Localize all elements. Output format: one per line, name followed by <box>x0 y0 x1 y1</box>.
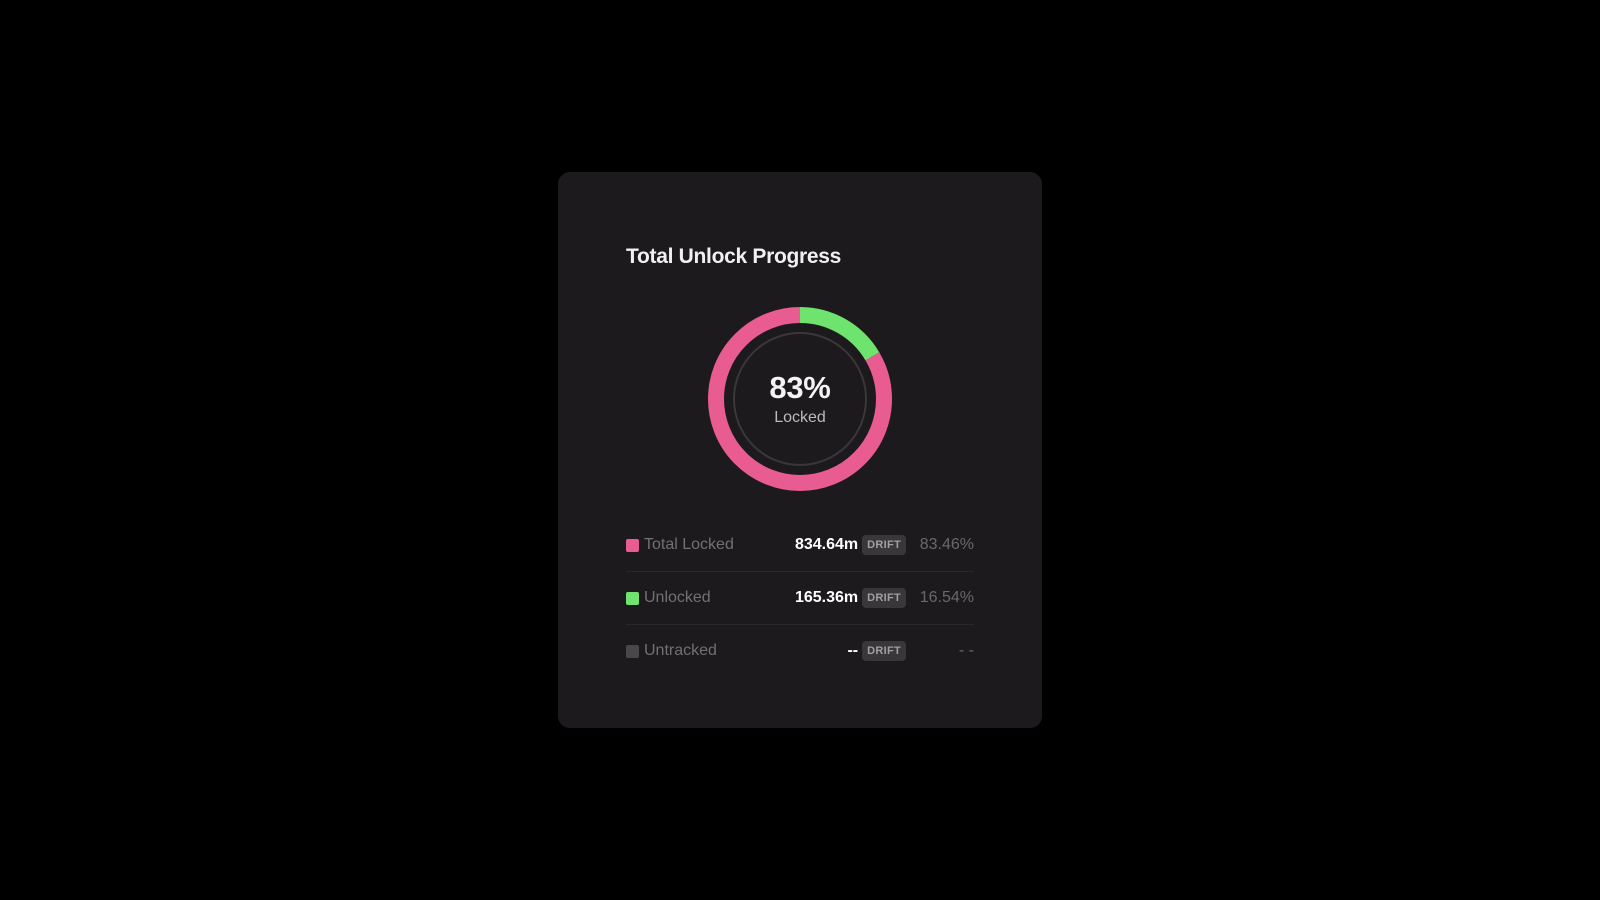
legend-percent: 83.46% <box>919 536 974 553</box>
donut-inner-track <box>733 332 867 466</box>
unlock-donut-chart: 83% Locked <box>708 307 892 491</box>
locked-percent-label: Locked <box>774 408 826 426</box>
token-badge: DRIFT <box>862 588 906 608</box>
donut-center: 83% Locked <box>708 307 892 491</box>
legend-label: Total Locked <box>644 536 734 553</box>
locked-percent-value: 83% <box>769 369 831 405</box>
legend-percent: 16.54% <box>919 589 974 606</box>
legend-amount: -- <box>847 642 859 659</box>
donut-segment-total-locked <box>708 307 892 491</box>
legend-label: Untracked <box>644 642 717 659</box>
unlocked-swatch-icon <box>626 591 639 605</box>
untracked-swatch-icon <box>626 644 639 658</box>
legend-row-untracked: Untracked -- DRIFT - - <box>626 625 974 677</box>
token-badge: DRIFT <box>862 535 906 555</box>
legend-label: Unlocked <box>644 589 711 606</box>
locked-swatch-icon <box>626 538 639 552</box>
legend-row-total-locked: Total Locked 834.64m DRIFT 83.46% <box>626 519 974 572</box>
unlock-progress-card: Total Unlock Progress 83% Locked Total L… <box>558 172 1042 728</box>
card-title: Total Unlock Progress <box>626 245 842 268</box>
legend-percent: - - <box>958 642 974 659</box>
token-badge: DRIFT <box>862 641 906 661</box>
legend-amount: 165.36m <box>794 589 859 606</box>
legend-amount: 834.64m <box>794 536 859 553</box>
legend-list: Total Locked 834.64m DRIFT 83.46% Unlock… <box>626 519 974 677</box>
legend-row-unlocked: Unlocked 165.36m DRIFT 16.54% <box>626 572 974 625</box>
donut-svg <box>708 307 892 491</box>
